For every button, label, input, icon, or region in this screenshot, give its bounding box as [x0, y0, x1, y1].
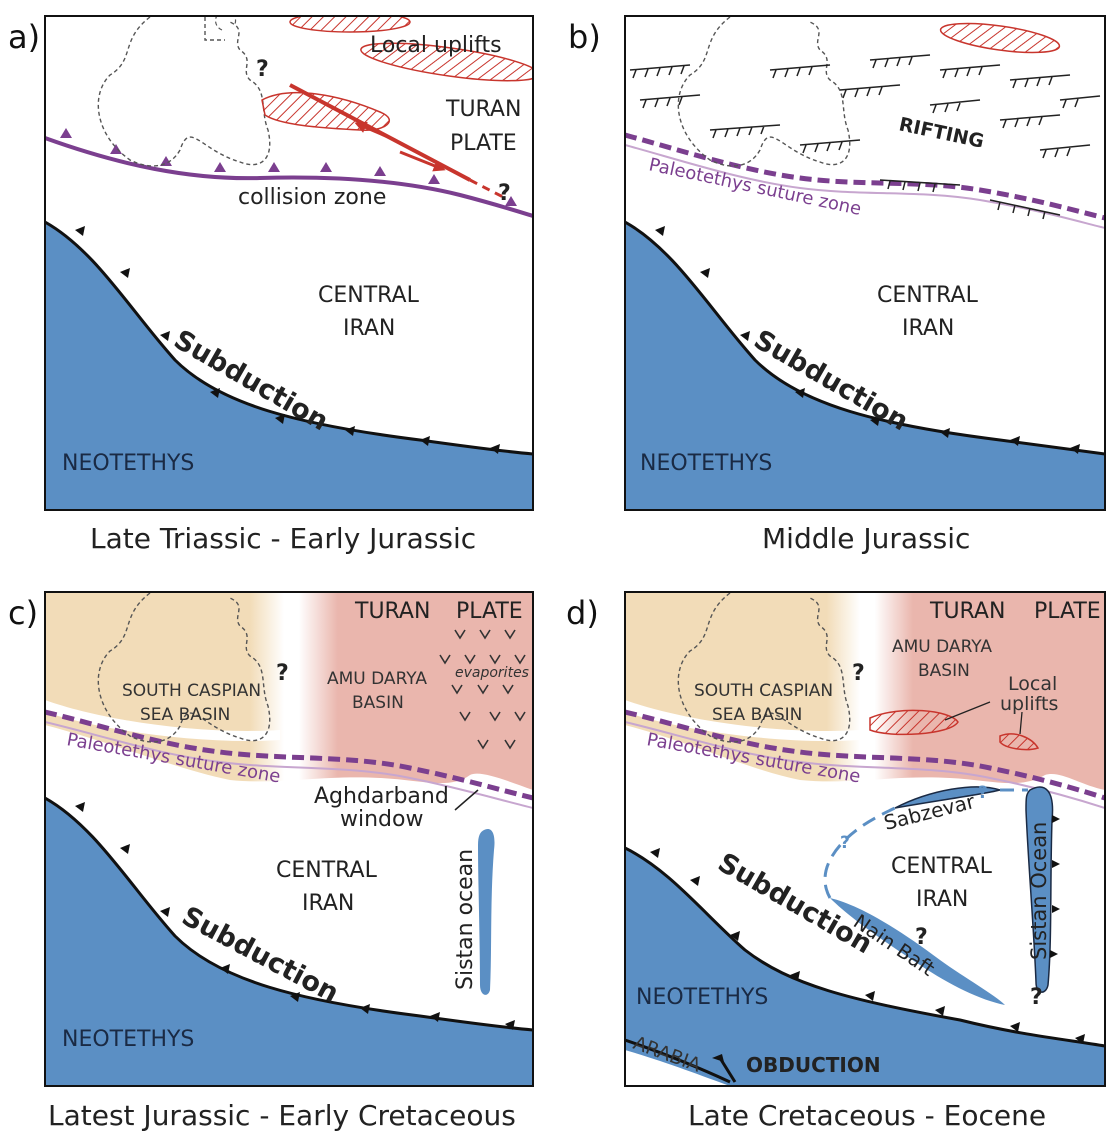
amu-darya-label: AMU DARYA [327, 669, 427, 689]
panel-c-caption: Latest Jurassic - Early Cretaceous [48, 1099, 516, 1132]
caspian-outline [677, 16, 851, 167]
collision-teeth [60, 128, 517, 206]
collision-zone-line [45, 136, 533, 218]
plate-label: PLATE [1034, 599, 1101, 624]
suture-zone-line [45, 709, 533, 801]
question-mark: ? [276, 661, 289, 686]
subduction-teeth [75, 802, 515, 1030]
caspian-outline [97, 592, 271, 743]
caspian-outline [677, 592, 851, 743]
evaporite-marks [439, 629, 526, 750]
evaporites-label: evaporites [455, 665, 529, 681]
sistan-ocean-label: Sistan Ocean [1027, 822, 1051, 960]
question-mark: ? [840, 833, 850, 853]
question-mark: ? [915, 925, 928, 950]
rift-faults [629, 54, 1101, 220]
uplifts-label: uplifts [1000, 693, 1058, 715]
south-caspian-label: SOUTH CASPIAN [122, 681, 261, 701]
neotethys-label: NEOTETHYS [62, 1027, 194, 1052]
question-mark: ? [498, 181, 511, 206]
panel-a-frame [44, 15, 534, 511]
central-label: CENTRAL [276, 858, 378, 883]
neotethys-ocean [45, 222, 533, 510]
subduction-teeth [655, 226, 1080, 454]
obduction-label: OBDUCTION [746, 1053, 881, 1077]
panel-c-letter: c) [8, 594, 38, 632]
question-mark: ? [256, 57, 269, 82]
basins-fill [625, 592, 1105, 790]
turan-label: TURAN [354, 599, 430, 624]
plate-label: PLATE [456, 599, 523, 624]
uplift-central [261, 91, 391, 131]
window-label: window [340, 807, 423, 832]
suture-label: Paleotethys suture zone [647, 154, 863, 220]
uplift-north [360, 42, 533, 82]
neotethys-ocean [625, 222, 1105, 510]
basin-label: BASIN [918, 661, 970, 681]
suture-zone-line [625, 132, 1105, 221]
sistan-ocean-label: Sistan ocean [453, 849, 478, 990]
caspian-outline [97, 16, 271, 167]
south-caspian-label: SOUTH CASPIAN [694, 681, 833, 701]
subduction-line [625, 846, 1105, 1048]
iran-label: IRAN [902, 316, 954, 341]
panel-a: a) Local uplifts TURAN PLATE collision z… [8, 15, 534, 555]
plate-label: PLATE [450, 131, 517, 156]
panel-d-caption: Late Cretaceous - Eocene [688, 1099, 1046, 1132]
panel-d-letter: d) [566, 594, 599, 632]
local-label: Local [1008, 673, 1057, 695]
basins-fill [45, 592, 533, 790]
nain-baft-ocean [830, 898, 1005, 1005]
panel-c-frame [44, 591, 534, 1087]
suture-zone-line [625, 709, 1105, 801]
rifting-label: RIFTING [897, 113, 986, 152]
panel-a-caption: Late Triassic - Early Jurassic [90, 522, 476, 555]
sea-basin-label: SEA BASIN [140, 705, 230, 725]
central-label: CENTRAL [877, 283, 979, 308]
subduction-line [45, 796, 533, 1032]
panel-b: b) RIFTING Paleotethys suture zone CENTR… [568, 15, 1106, 555]
subduction-teeth [75, 226, 500, 454]
neotethys-label: NEOTETHYS [636, 985, 768, 1010]
sistan-ocean [1025, 786, 1054, 993]
subduction-teeth [650, 848, 1085, 1044]
question-mark: ? [978, 783, 988, 803]
basin-label: BASIN [352, 693, 404, 713]
iran-label: IRAN [916, 887, 968, 912]
panel-b-caption: Middle Jurassic [762, 522, 970, 555]
panel-b-frame [624, 15, 1106, 511]
question-mark: ? [1030, 985, 1043, 1010]
neotethys-label: NEOTETHYS [62, 451, 194, 476]
collision-zone-label: collision zone [238, 185, 386, 210]
sistan-ocean [478, 828, 495, 995]
iran-label: IRAN [302, 891, 354, 916]
subduction-line [45, 220, 533, 456]
central-label: CENTRAL [891, 854, 993, 879]
local-uplifts-label: Local uplifts [370, 33, 502, 58]
turan-label: TURAN [929, 599, 1005, 624]
uplift-east [289, 16, 411, 33]
panel-d: d) TURAN PLATE AMU DARYA BASIN SOUTH CAS… [566, 591, 1106, 1132]
panel-c: c) TURAN PLATE SOUTH CASPIAN SEA BASIN A… [8, 591, 534, 1132]
panel-b-letter: b) [568, 18, 601, 56]
question-mark: ? [852, 661, 865, 686]
amu-darya-label: AMU DARYA [892, 637, 992, 657]
panel-d-frame [624, 591, 1106, 1087]
central-label: CENTRAL [318, 283, 420, 308]
panel-a-letter: a) [8, 18, 40, 56]
sea-basin-label: SEA BASIN [712, 705, 802, 725]
aghdarband-label: Aghdarband [314, 784, 449, 809]
subduction-line [625, 220, 1105, 456]
iran-label: IRAN [343, 316, 395, 341]
neotethys-ocean [45, 798, 533, 1086]
arabia-block [625, 1050, 730, 1086]
turan-label: TURAN [445, 97, 521, 122]
neotethys-label: NEOTETHYS [640, 451, 772, 476]
